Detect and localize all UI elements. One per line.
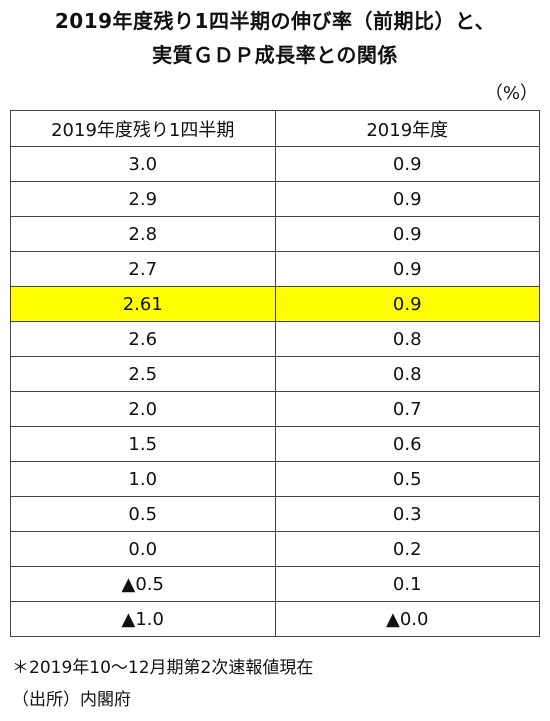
cell-fiscal-2019-growth: 0.9: [274, 181, 540, 217]
note-source: （出所）内閣府: [12, 690, 131, 710]
table-row: ▲1.0 ▲0.0: [10, 601, 540, 637]
table-row-highlighted: 2.61 0.9: [10, 286, 540, 322]
cell-remaining-quarter-growth: 2.8: [10, 216, 276, 252]
cell-remaining-quarter-growth: 2.0: [10, 391, 276, 427]
cell-fiscal-2019-growth: 0.9: [274, 216, 540, 252]
cell-remaining-quarter-growth: 1.5: [10, 426, 276, 462]
cell-remaining-quarter-growth: ▲1.0: [10, 601, 276, 637]
table-row: 2.7 0.9: [10, 251, 540, 287]
cell-remaining-quarter-growth: 2.9: [10, 181, 276, 217]
chart-title-line-1: 2019年度残り1四半期の伸び率（前期比）と、: [54, 9, 496, 33]
cell-remaining-quarter-growth: 2.5: [10, 356, 276, 392]
table-row: 2.6 0.8: [10, 321, 540, 357]
cell-remaining-quarter-growth: 2.61: [10, 286, 276, 322]
cell-fiscal-2019-growth: 0.9: [274, 146, 540, 182]
cell-remaining-quarter-growth: 0.0: [10, 531, 276, 567]
table-row: 1.5 0.6: [10, 426, 540, 462]
table-row: 2.0 0.7: [10, 391, 540, 427]
cell-remaining-quarter-growth: 2.6: [10, 321, 276, 357]
cell-fiscal-2019-growth: 0.8: [274, 321, 540, 357]
cell-remaining-quarter-growth: 2.7: [10, 251, 276, 287]
cell-fiscal-2019-growth: 0.3: [274, 496, 540, 532]
table-body: 3.0 0.9 2.9 0.9 2.8 0.9 2.7 0.9 2.61 0.9 2.6 0.8 2.5…: [10, 146, 540, 637]
cell-fiscal-2019-growth: 0.9: [274, 286, 540, 322]
cell-fiscal-2019-growth: 0.7: [274, 391, 540, 427]
cell-fiscal-2019-growth: 0.8: [274, 356, 540, 392]
table-row: 0.0 0.2: [10, 531, 540, 567]
chart-title-line-2: 実質ＧＤＰ成長率との関係: [152, 43, 398, 67]
unit-label: （%）: [484, 83, 538, 104]
cell-remaining-quarter-growth: 3.0: [10, 146, 276, 182]
table-row: 3.0 0.9: [10, 146, 540, 182]
cell-fiscal-2019-growth: 0.9: [274, 251, 540, 287]
cell-fiscal-2019-growth: 0.6: [274, 426, 540, 462]
data-table: 2019年度残り1四半期 2019年度 3.0 0.9 2.9 0.9 2.8 0.9 2.…: [10, 110, 540, 637]
cell-fiscal-2019-growth: ▲0.0: [274, 601, 540, 637]
table-row: ▲0.5 0.1: [10, 566, 540, 602]
table-row: 2.8 0.9: [10, 216, 540, 252]
column-header-fiscal-2019: 2019年度: [274, 110, 540, 147]
cell-fiscal-2019-growth: 0.1: [274, 566, 540, 602]
table-row: 2.9 0.9: [10, 181, 540, 217]
column-header-remaining-quarter: 2019年度残り1四半期: [10, 110, 276, 147]
table-row: 0.5 0.3: [10, 496, 540, 532]
cell-fiscal-2019-growth: 0.2: [274, 531, 540, 567]
note-basis: ＊2019年10～12月期第2次速報値現在: [12, 658, 314, 678]
table-row: 2.5 0.8: [10, 356, 540, 392]
table-header-row: 2019年度残り1四半期 2019年度: [10, 110, 540, 147]
chart-title: 2019年度残り1四半期の伸び率（前期比）と、 実質ＧＤＰ成長率との関係: [0, 4, 550, 72]
cell-remaining-quarter-growth: 0.5: [10, 496, 276, 532]
cell-remaining-quarter-growth: ▲0.5: [10, 566, 276, 602]
cell-fiscal-2019-growth: 0.5: [274, 461, 540, 497]
table-row: 1.0 0.5: [10, 461, 540, 497]
cell-remaining-quarter-growth: 1.0: [10, 461, 276, 497]
